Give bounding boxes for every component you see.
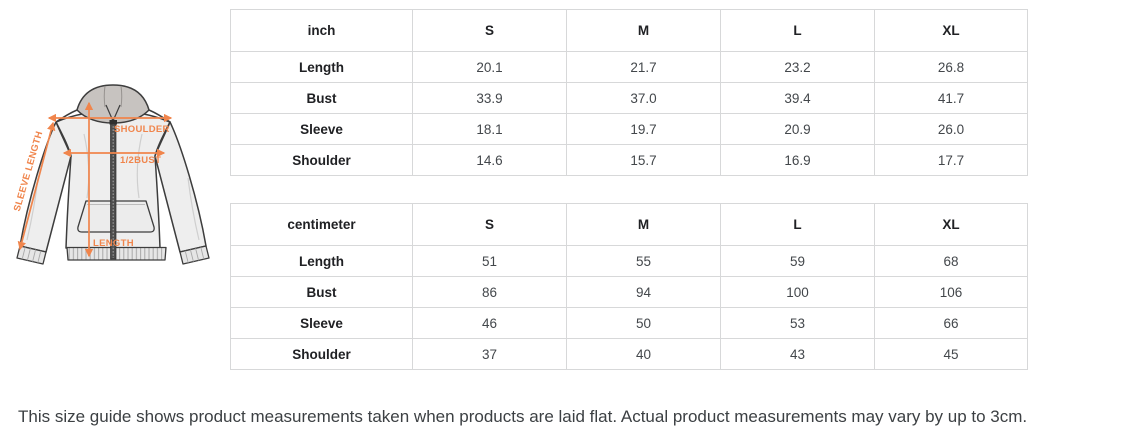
header-row: centimeter S M L XL (230, 203, 1028, 246)
measurement-value: 23.2 (720, 51, 875, 83)
sleeve-length-arrow (17, 121, 56, 251)
measurement-label: Sleeve (230, 307, 413, 339)
measurement-label: Length (230, 51, 413, 83)
table-row: Length 51 55 59 68 (230, 245, 1028, 277)
measurement-value: 20.1 (412, 51, 567, 83)
measurement-value: 45 (874, 338, 1028, 370)
length-label: LENGTH (93, 238, 134, 249)
size-header-xl: XL (874, 203, 1028, 246)
measurement-value: 46 (412, 307, 567, 339)
measurement-value: 39.4 (720, 82, 875, 114)
unit-header: inch (230, 9, 413, 52)
measurement-value: 18.1 (412, 113, 567, 145)
measurement-value: 40 (566, 338, 721, 370)
measurement-label: Bust (230, 276, 413, 308)
measurement-value: 15.7 (566, 144, 721, 176)
measurement-value: 100 (720, 276, 875, 308)
measurement-value: 21.7 (566, 51, 721, 83)
size-table-inch: inch S M L XL Length 20.1 21.7 23.2 26.8… (230, 9, 1028, 176)
measurement-value: 106 (874, 276, 1028, 308)
table-row: Bust 33.9 37.0 39.4 41.7 (230, 82, 1028, 114)
table-row: Sleeve 18.1 19.7 20.9 26.0 (230, 113, 1028, 145)
measurement-value: 37 (412, 338, 567, 370)
table-row: Sleeve 46 50 53 66 (230, 307, 1028, 339)
size-header-m: M (566, 9, 721, 52)
half-bust-label: 1/2BUST (120, 155, 161, 166)
hoodie-diagram-svg: SHOULDER 1/2BUST LENGTH SLEEVE LENGTH (12, 84, 210, 265)
measurement-value: 68 (874, 245, 1028, 277)
measurement-value: 55 (566, 245, 721, 277)
measurement-value: 16.9 (720, 144, 875, 176)
shoulder-label: SHOULDER (114, 124, 170, 135)
measurement-label: Sleeve (230, 113, 413, 145)
measurement-value: 26.8 (874, 51, 1028, 83)
size-header-l: L (720, 9, 875, 52)
size-table-centimeter: centimeter S M L XL Length 51 55 59 68 B… (230, 203, 1028, 370)
header-row: inch S M L XL (230, 9, 1028, 52)
table-row: Bust 86 94 100 106 (230, 276, 1028, 308)
measurement-value: 50 (566, 307, 721, 339)
unit-header: centimeter (230, 203, 413, 246)
measurement-value: 20.9 (720, 113, 875, 145)
measurement-value: 43 (720, 338, 875, 370)
table-row: Shoulder 14.6 15.7 16.9 17.7 (230, 144, 1028, 176)
measurement-value: 59 (720, 245, 875, 277)
hoodie-illustration: SHOULDER 1/2BUST LENGTH SLEEVE LENGTH (0, 60, 226, 282)
size-header-xl: XL (874, 9, 1028, 52)
measurement-value: 19.7 (566, 113, 721, 145)
measurement-label: Bust (230, 82, 413, 114)
table-row: Shoulder 37 40 43 45 (230, 338, 1028, 370)
measurement-value: 94 (566, 276, 721, 308)
measurement-value: 37.0 (566, 82, 721, 114)
measurement-value: 86 (412, 276, 567, 308)
measurement-value: 26.0 (874, 113, 1028, 145)
size-header-s: S (412, 203, 567, 246)
hoodie-hem (66, 246, 167, 261)
measurement-value: 66 (874, 307, 1028, 339)
measurement-label: Length (230, 245, 413, 277)
measurement-value: 17.7 (874, 144, 1028, 176)
size-header-l: L (720, 203, 875, 246)
size-guide-note: This size guide shows product measuremen… (18, 407, 1028, 426)
size-header-m: M (566, 203, 721, 246)
size-tables: inch S M L XL Length 20.1 21.7 23.2 26.8… (230, 9, 1028, 370)
measurement-value: 33.9 (412, 82, 567, 114)
table-row: Length 20.1 21.7 23.2 26.8 (230, 51, 1028, 83)
measurement-label: Shoulder (230, 338, 413, 370)
size-header-s: S (412, 9, 567, 52)
measurement-value: 53 (720, 307, 875, 339)
measurement-value: 41.7 (874, 82, 1028, 114)
measurement-value: 51 (412, 245, 567, 277)
measurement-value: 14.6 (412, 144, 567, 176)
measurement-label: Shoulder (230, 144, 413, 176)
